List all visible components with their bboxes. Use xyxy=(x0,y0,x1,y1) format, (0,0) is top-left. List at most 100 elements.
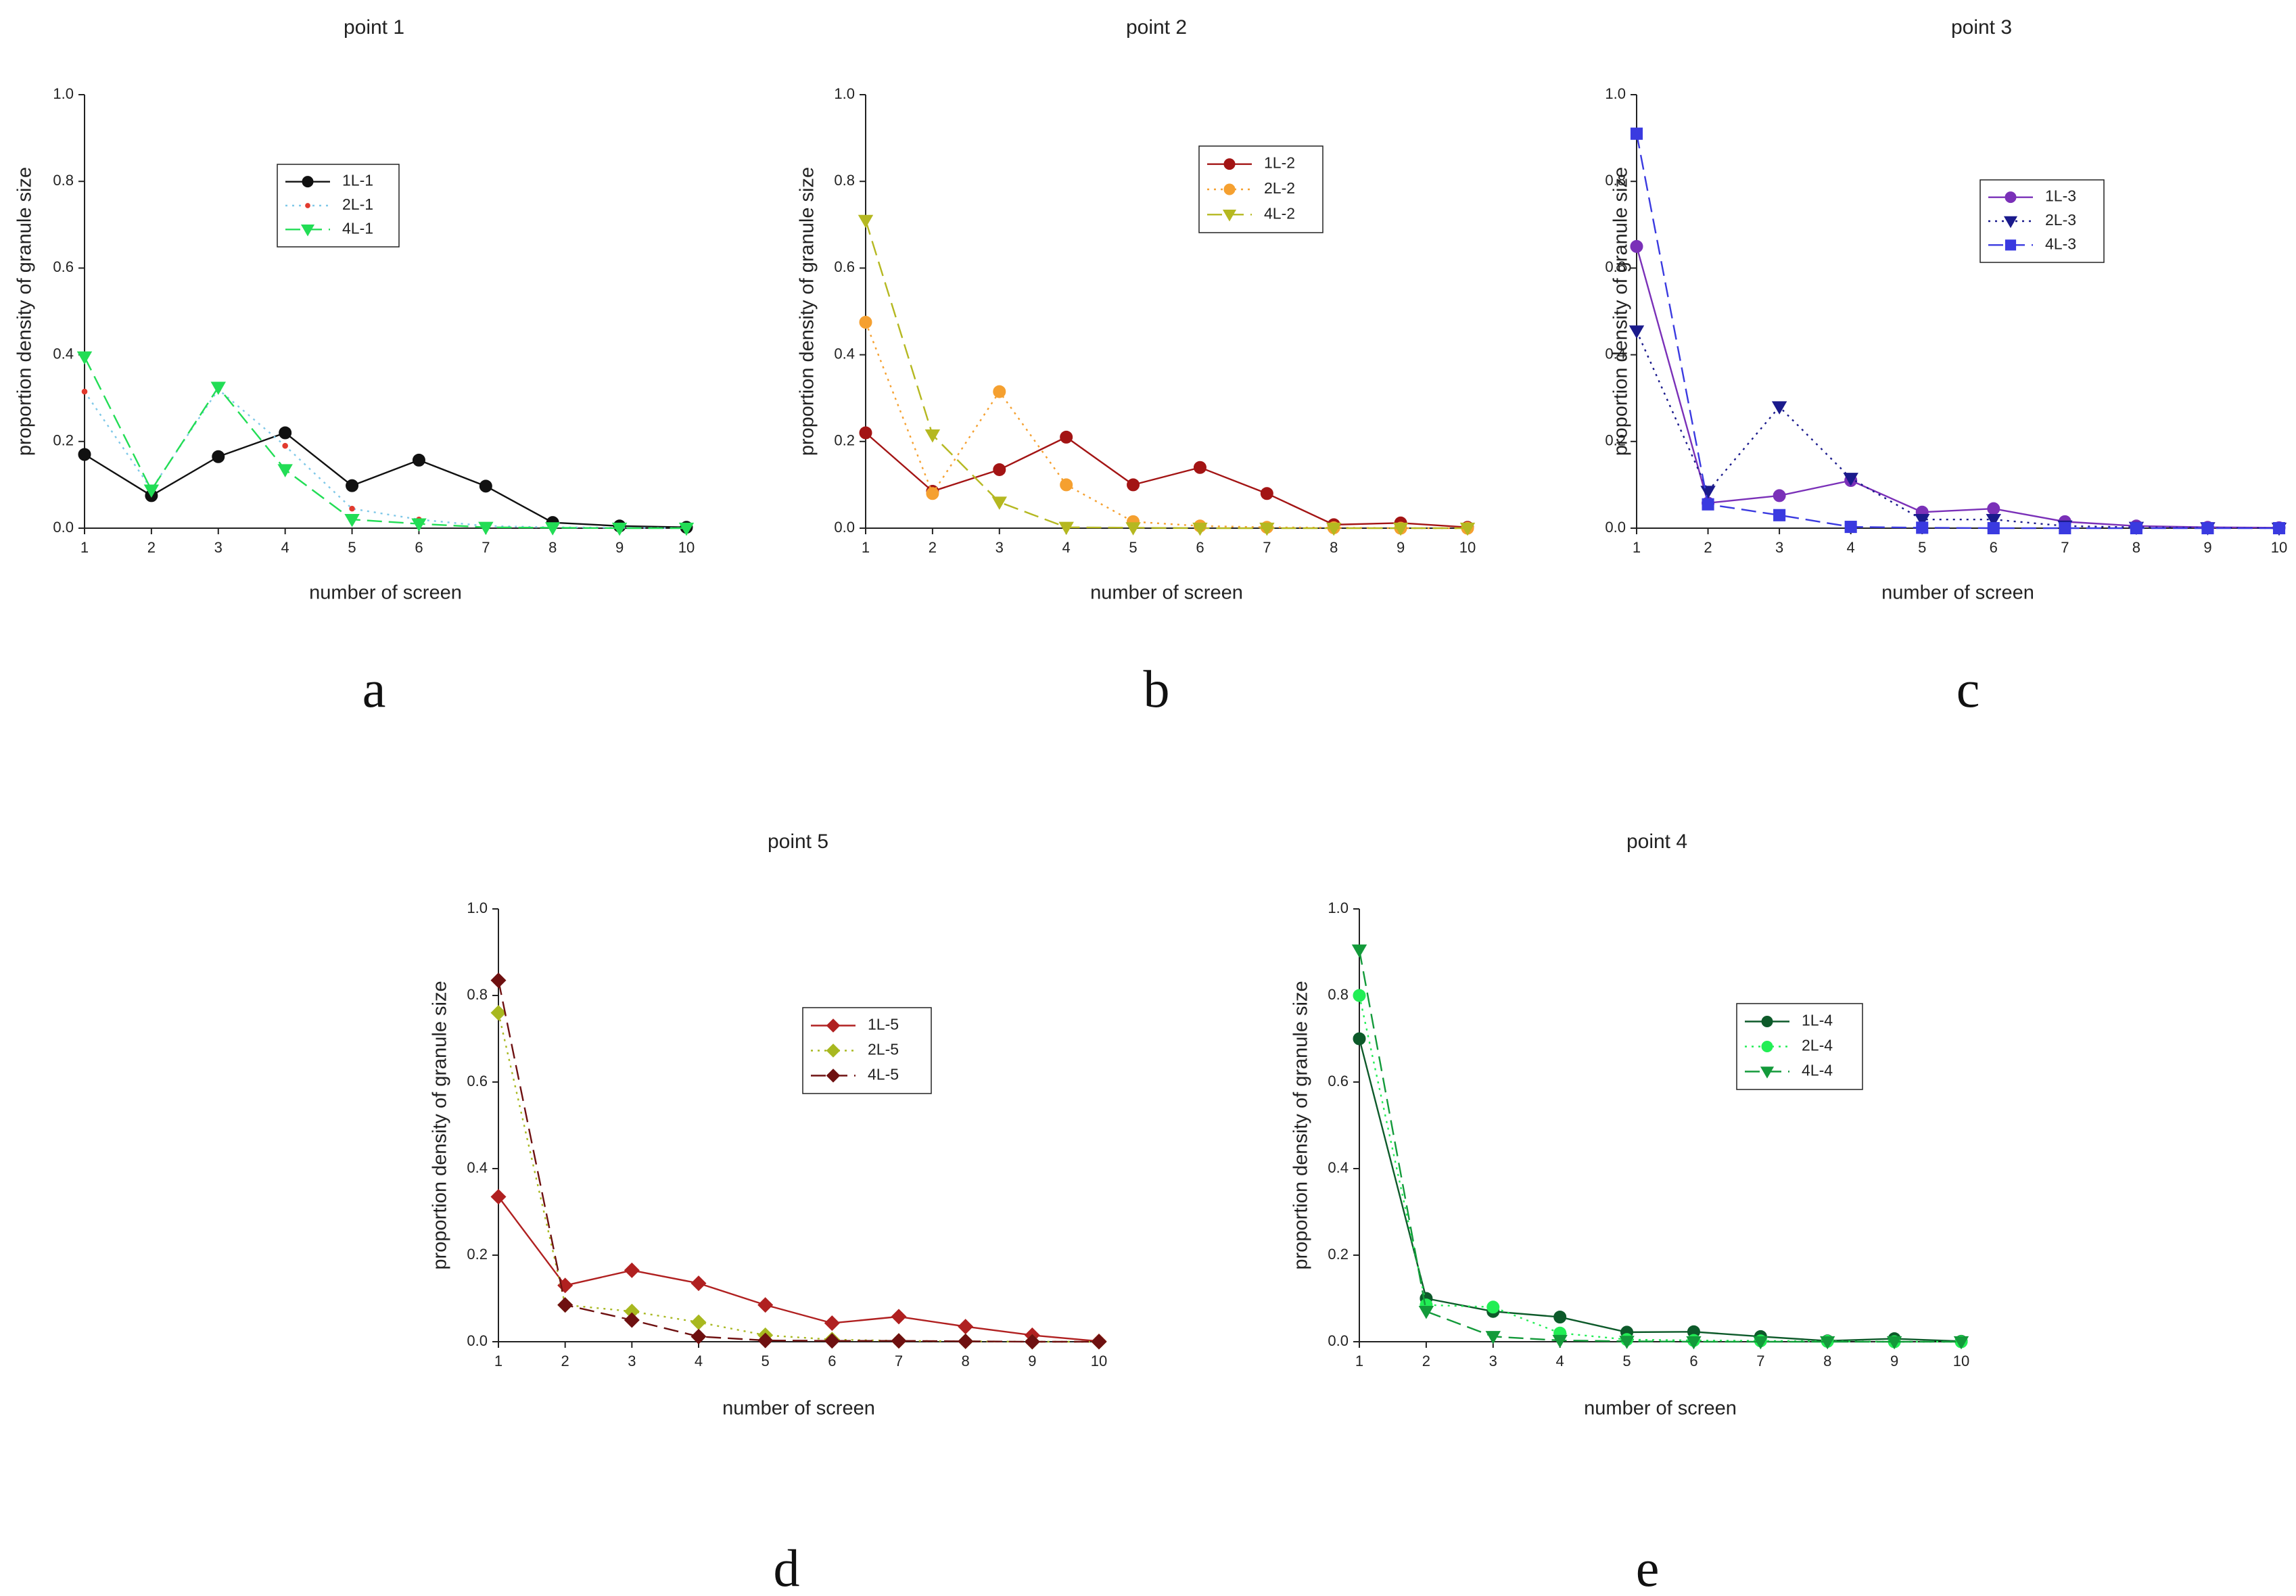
series-line xyxy=(1358,995,1961,1343)
data-point xyxy=(1485,1331,1501,1344)
data-point xyxy=(1552,1334,1568,1348)
y-tick-label: 0.4 xyxy=(834,345,855,362)
y-tick-label: 0.4 xyxy=(1605,345,1626,362)
data-point xyxy=(1459,522,1476,536)
legend: 1L-4 2L-4 4L-4 xyxy=(1736,1003,1863,1090)
data-point xyxy=(1351,944,1367,958)
data-point xyxy=(344,514,360,527)
x-axis-label: number of screen xyxy=(1881,582,2034,604)
x-tick-label: 8 xyxy=(548,539,557,556)
series-line xyxy=(1358,1038,1962,1342)
y-tick-label: 0.0 xyxy=(834,519,855,536)
y-axis-label: proportion density of granule size xyxy=(1290,981,1312,1269)
data-point xyxy=(924,429,941,443)
legend-label: 1L-3 xyxy=(2045,187,2076,205)
x-tick-label: 3 xyxy=(214,539,222,556)
chart-title: point 5 xyxy=(768,830,828,853)
data-point xyxy=(624,1312,640,1328)
x-tick-label: 7 xyxy=(1263,539,1271,556)
data-point xyxy=(411,518,427,532)
data-point xyxy=(690,1275,707,1292)
data-point xyxy=(611,522,628,536)
chart-panel-1: point 1 0.0 0.2 0.4 0.6 0.8 1.0 1 2 3 4 5 6 7 8 9 10 numb… xyxy=(14,16,695,604)
chart-title: point 2 xyxy=(1126,16,1187,39)
data-point xyxy=(1630,239,1643,253)
data-point xyxy=(1843,473,1858,486)
legend-marker xyxy=(2003,216,2018,229)
data-point xyxy=(824,1315,840,1331)
series-line xyxy=(497,980,1099,1343)
legend-marker xyxy=(1761,1041,1773,1052)
data-point xyxy=(1986,514,2001,527)
data-point xyxy=(1392,522,1409,536)
series-line xyxy=(497,1012,1099,1343)
series-line xyxy=(1635,330,2280,530)
data-point xyxy=(891,1333,907,1349)
data-point xyxy=(490,972,507,989)
data-point xyxy=(1058,521,1074,536)
data-point xyxy=(279,426,292,440)
data-point xyxy=(78,448,91,461)
y-tick-label: 0.8 xyxy=(53,172,74,189)
x-tick-label: 7 xyxy=(2061,539,2069,556)
legend: 1L-2 2L-2 4L-2 xyxy=(1198,145,1323,233)
y-tick-label: 0.0 xyxy=(1328,1332,1349,1349)
panel-letter: b xyxy=(1144,659,1170,718)
series-line xyxy=(84,388,687,530)
legend-box xyxy=(1979,179,2105,263)
data-point xyxy=(1916,521,1929,534)
y-tick-label: 0.6 xyxy=(53,258,74,275)
series-line xyxy=(84,431,687,528)
series-4L-4 xyxy=(1351,944,1969,1350)
data-point xyxy=(859,316,872,329)
data-point xyxy=(479,479,492,493)
data-point xyxy=(1192,522,1208,536)
data-point xyxy=(1753,1336,1768,1350)
data-point xyxy=(690,1328,707,1344)
data-point xyxy=(478,521,494,536)
x-tick-label: 4 xyxy=(695,1353,703,1369)
series-line xyxy=(864,322,1468,530)
legend-label: 2L-4 xyxy=(1802,1037,1833,1054)
chart-panel-5: point 4 0.0 0.2 0.4 0.6 0.8 1.0 1 2 3 4 5 6 7 8 9 10 numb… xyxy=(1290,830,1970,1419)
data-point xyxy=(1127,478,1140,492)
panel-letter: c xyxy=(1957,659,1980,718)
x-tick-label: 4 xyxy=(1847,539,1855,556)
data-point xyxy=(1418,1306,1434,1319)
y-tick-label: 0.2 xyxy=(53,432,74,449)
x-tick-label: 8 xyxy=(1330,539,1338,556)
x-tick-label: 6 xyxy=(1990,539,1998,556)
data-point xyxy=(1700,486,1716,499)
y-axis-label: proportion density of granule size xyxy=(429,981,451,1269)
y-tick-label: 0.0 xyxy=(467,1332,488,1349)
x-tick-label: 9 xyxy=(2203,539,2211,556)
legend-marker xyxy=(305,203,310,208)
y-tick-label: 1.0 xyxy=(53,85,74,102)
legend-label: 1L-2 xyxy=(1264,154,1295,172)
data-point xyxy=(1024,1334,1040,1350)
x-tick-label: 6 xyxy=(1689,1353,1697,1369)
x-tick-label: 8 xyxy=(1823,1353,1831,1369)
x-tick-label: 3 xyxy=(628,1353,636,1369)
legend-label: 4L-3 xyxy=(2045,235,2076,252)
series-line xyxy=(1635,246,2280,529)
series-1L-2 xyxy=(859,426,1474,534)
legend-label: 4L-4 xyxy=(1802,1062,1833,1079)
chart-panel-2: point 2 0.0 0.2 0.4 0.6 0.8 1.0 1 2 3 4 5 6 7 8 9 10 numb… xyxy=(797,16,1476,604)
data-point xyxy=(858,214,874,229)
data-point xyxy=(277,464,293,477)
legend-marker xyxy=(826,1018,841,1033)
data-point xyxy=(1686,1336,1702,1350)
y-tick-label: 0.8 xyxy=(834,172,855,189)
x-tick-label: 4 xyxy=(281,539,289,556)
data-point xyxy=(1630,127,1643,140)
data-point xyxy=(346,479,359,492)
x-tick-label: 2 xyxy=(147,539,156,556)
x-tick-label: 1 xyxy=(862,539,870,556)
legend-label: 1L-5 xyxy=(868,1016,899,1033)
x-tick-label: 9 xyxy=(1028,1353,1036,1369)
data-point xyxy=(1259,522,1275,536)
data-point xyxy=(1553,1311,1567,1324)
data-point xyxy=(1486,1300,1500,1314)
